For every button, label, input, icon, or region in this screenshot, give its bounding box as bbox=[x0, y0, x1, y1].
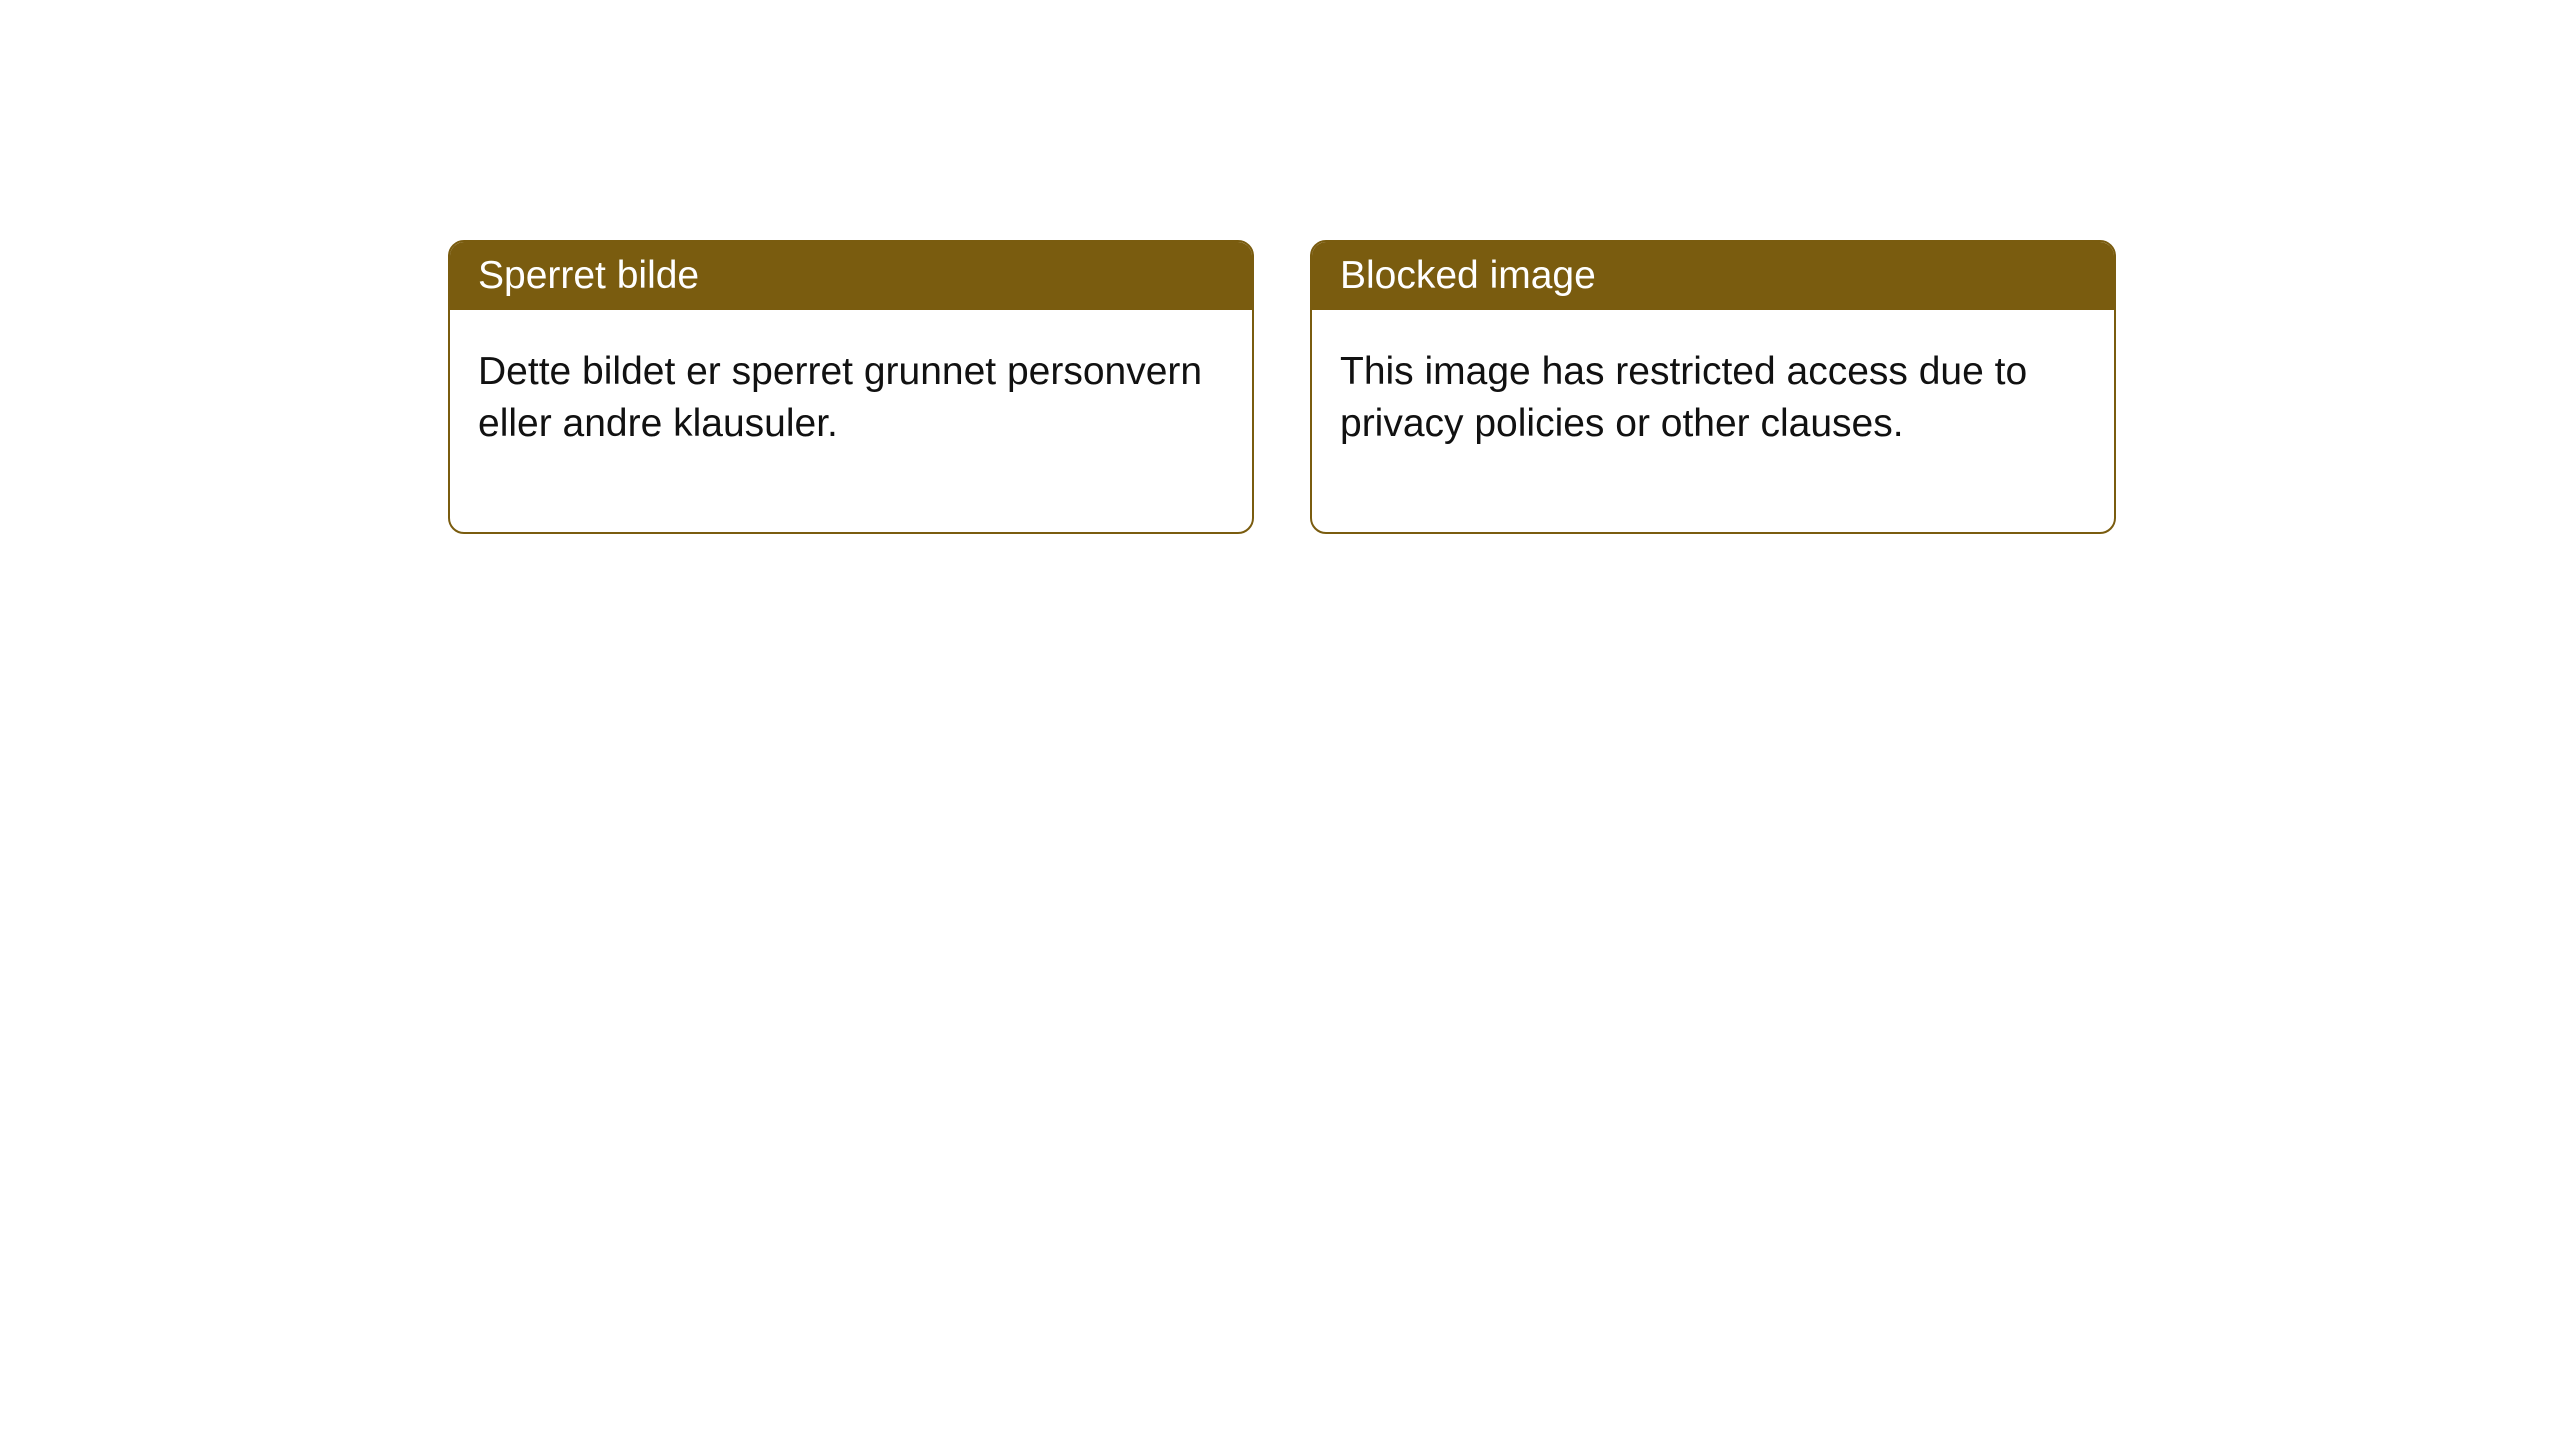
card-body: Dette bildet er sperret grunnet personve… bbox=[450, 310, 1252, 532]
card-norwegian: Sperret bilde Dette bildet er sperret gr… bbox=[448, 240, 1254, 534]
card-english: Blocked image This image has restricted … bbox=[1310, 240, 2116, 534]
card-body-text: Dette bildet er sperret grunnet personve… bbox=[478, 350, 1202, 445]
card-header: Blocked image bbox=[1312, 242, 2114, 310]
card-body-text: This image has restricted access due to … bbox=[1340, 350, 2027, 445]
card-title: Blocked image bbox=[1340, 254, 1596, 297]
cards-container: Sperret bilde Dette bildet er sperret gr… bbox=[0, 0, 2560, 534]
card-header: Sperret bilde bbox=[450, 242, 1252, 310]
card-title: Sperret bilde bbox=[478, 254, 699, 297]
card-body: This image has restricted access due to … bbox=[1312, 310, 2114, 532]
